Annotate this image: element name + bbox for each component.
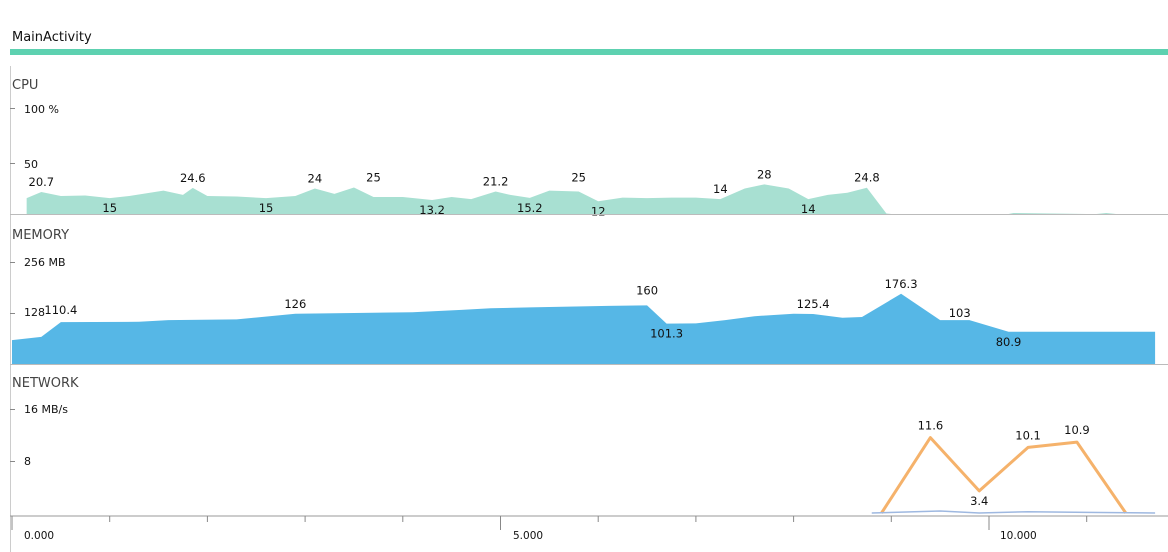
memory-data-label: 176.3 [885,277,918,291]
cpu-data-label: 25 [366,171,381,185]
cpu-tick-mid: 50 [24,158,38,171]
cpu-data-label: 12 [591,204,606,218]
network-data-label: 10.9 [1064,423,1090,437]
cpu-data-label: 15 [102,201,117,215]
network-series-1 [871,510,1156,514]
memory-tick-mid: 128 [24,306,45,319]
cpu-data-label: 14 [713,182,728,196]
memory-divider [10,364,1168,365]
network-series-0 [880,436,1128,514]
cpu-divider [10,214,1168,215]
cpu-tick-mark-mid [10,163,15,164]
cpu-data-label: 20.7 [29,175,55,189]
network-tick-mark-max [10,409,15,410]
memory-data-label: 110.4 [44,303,77,317]
memory-data-label: 160 [636,283,658,297]
cpu-data-label: 15.2 [517,201,543,215]
memory-data-label: 101.3 [650,327,683,341]
network-panel-title: NETWORK [12,376,79,391]
cpu-tick-mark-max [10,108,15,109]
cpu-data-label: 25 [571,171,586,185]
timeline-label-0: 0.000 [24,530,55,542]
activity-timeline-bar[interactable] [10,49,1168,55]
cpu-tick-max: 100 % [24,103,59,116]
network-data-label: 10.1 [1015,428,1041,442]
cpu-data-label: 14 [801,202,816,216]
cpu-data-label: 15 [259,201,274,215]
memory-tick-mark-max [10,262,15,263]
memory-data-label: 103 [949,306,971,320]
network-chart[interactable]: 11.6 3.4 10.1 10.9 [0,409,1168,514]
memory-data-label: 126 [284,297,306,311]
memory-tick-mark-mid [10,313,15,314]
network-tick-max: 16 MB/s [24,403,68,416]
cpu-area [26,184,1117,214]
cpu-data-label: 28 [757,167,772,181]
memory-area [12,293,1156,364]
cpu-data-label: 24 [308,172,323,186]
cpu-data-label: 24.6 [180,171,206,185]
network-tick-mid: 8 [24,455,31,468]
timeline-axis[interactable] [0,512,1168,532]
network-data-label: 3.4 [970,494,988,508]
cpu-panel-title: CPU [12,78,39,93]
network-data-label: 11.6 [918,419,944,433]
memory-chart[interactable]: 110.4 126 160 101.3 125.4 176.3 103 80.9 [0,262,1168,364]
activity-title: MainActivity [12,30,92,45]
activity-header: MainActivity [0,0,1168,58]
memory-data-label: 125.4 [797,297,830,311]
network-tick-mark-mid [10,461,15,462]
memory-data-label: 80.9 [996,335,1022,349]
timeline-label-5: 5.000 [513,530,544,542]
cpu-data-label: 13.2 [419,203,445,217]
cpu-data-label: 21.2 [483,175,509,189]
cpu-chart[interactable]: 20.7 15 24.6 15 24 25 13.2 21.2 15.2 25 12 14 28 14 24… [0,108,1168,218]
memory-panel-title: MEMORY [12,228,70,243]
timeline-label-10: 10.000 [1000,530,1037,542]
memory-tick-max: 256 MB [24,256,66,269]
axis-left-line [10,66,11,552]
cpu-data-label: 24.8 [854,171,880,185]
